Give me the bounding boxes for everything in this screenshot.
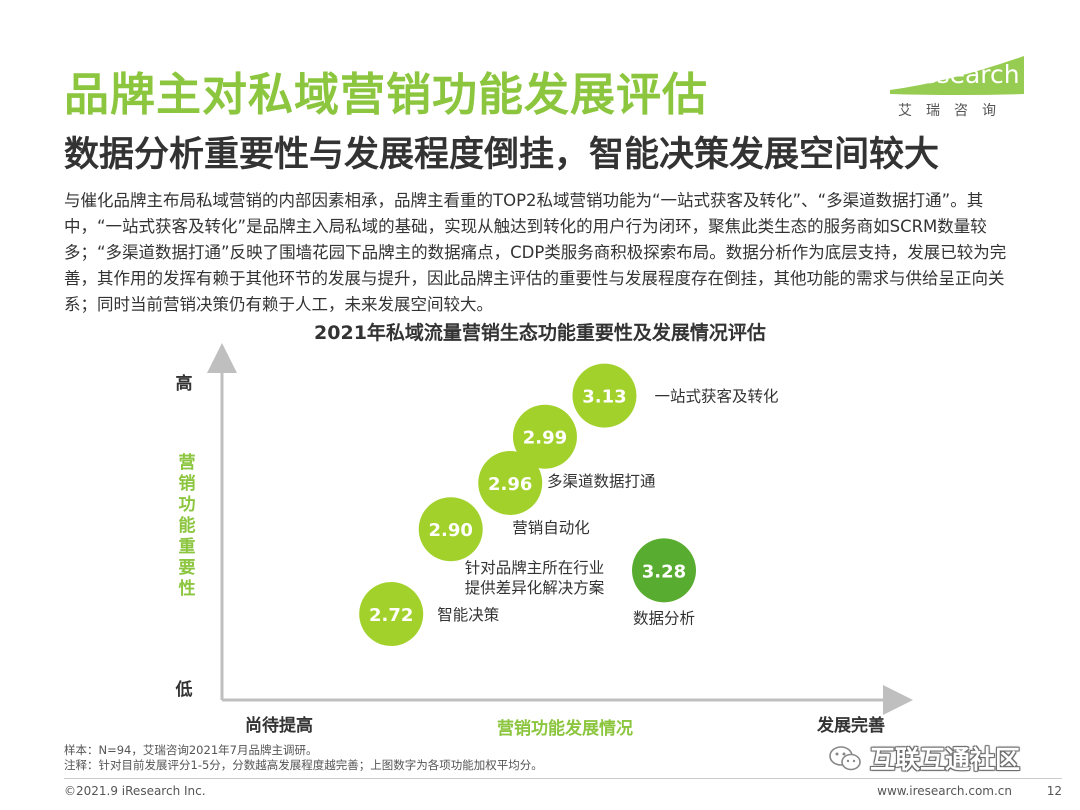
website: www.iresearch.com.cn <box>877 784 1012 798</box>
data-point: 2.96 营销自动化 <box>478 450 590 537</box>
x-low-label: 尚待提高 <box>245 715 313 736</box>
copyright: ©2021.9 iResearch Inc. <box>64 784 206 798</box>
point-bubble <box>632 538 696 603</box>
point-label: 数据分析 <box>633 609 695 627</box>
data-point: 2.99 多渠道数据打通 <box>512 404 656 491</box>
data-point: 2.72 智能决策 <box>359 582 499 647</box>
point-bubble <box>512 404 577 469</box>
data-point: 3.13 一站式获客及转化 <box>572 363 778 428</box>
logo-subtext: 艾瑞咨询 <box>898 103 1010 119</box>
point-value: 3.13 <box>582 387 626 408</box>
page-title: 品牌主对私域营销功能发展评估 <box>64 68 709 121</box>
point-label: 多渠道数据打通 <box>547 473 656 491</box>
x-high-label: 发展完善 <box>816 715 885 736</box>
wechat-icon <box>829 746 861 771</box>
point-bubble <box>418 497 483 562</box>
point-bubble <box>572 363 637 428</box>
y-low-label: 低 <box>175 679 193 700</box>
x-axis-label: 营销功能发展情况 <box>497 718 633 739</box>
watermark: 互联互通社区 <box>828 738 1058 778</box>
footer-divider <box>64 778 1062 779</box>
page-subtitle: 数据分析重要性与发展程度倒挂，智能决策发展空间较大 <box>64 135 940 175</box>
chart-title: 2021年私域流量营销生态功能重要性及发展情况评估 <box>314 322 766 344</box>
y-axis-label: 营销功能重要性 <box>179 452 196 599</box>
point-label: 营销自动化 <box>512 519 590 537</box>
point-value: 2.72 <box>369 605 413 626</box>
data-point: 3.28 数据分析 <box>632 538 696 627</box>
y-high-label: 高 <box>176 373 193 394</box>
data-point: 2.90 针对品牌主所在行业提供差异化解决方案 <box>418 497 605 597</box>
point-value: 3.28 <box>642 561 686 582</box>
point-value: 2.99 <box>523 428 567 449</box>
point-bubble <box>478 450 543 515</box>
logo-banner-icon <box>890 56 1024 95</box>
chart-notes: 样本：N=94，艾瑞咨询2021年7月品牌主调研。 注释：针对目前发展评分1-5… <box>64 743 543 773</box>
data-points: 3.13 一站式获客及转化 2.99 多渠道数据打通 2.96 营销自动化 2.90 针对品牌… <box>359 363 778 647</box>
point-value: 2.96 <box>488 474 532 495</box>
point-label: 智能决策 <box>437 606 499 624</box>
annotation-note: 注释：针对目前发展评分1-5分，分数越高发展程度越完善；上图数字为各项功能加权平… <box>64 758 543 772</box>
sample-note: 样本：N=94，艾瑞咨询2021年7月品牌主调研。 <box>64 743 318 757</box>
point-bubble <box>359 582 424 647</box>
intro-paragraph: 与催化品牌主布局私域营销的内部因素相承，品牌主看重的TOP2私域营销功能为“一站… <box>64 191 1007 314</box>
point-label: 一站式获客及转化 <box>654 388 778 406</box>
point-label: 针对品牌主所在行业提供差异化解决方案 <box>465 559 605 597</box>
watermark-text: 互联互通社区 <box>870 745 1021 774</box>
point-value: 2.90 <box>429 520 473 541</box>
iresearch-logo: iResearch 艾瑞咨询 <box>890 56 1030 126</box>
logo-text: iResearch <box>898 60 1020 89</box>
page-number: 12 <box>1046 784 1062 798</box>
